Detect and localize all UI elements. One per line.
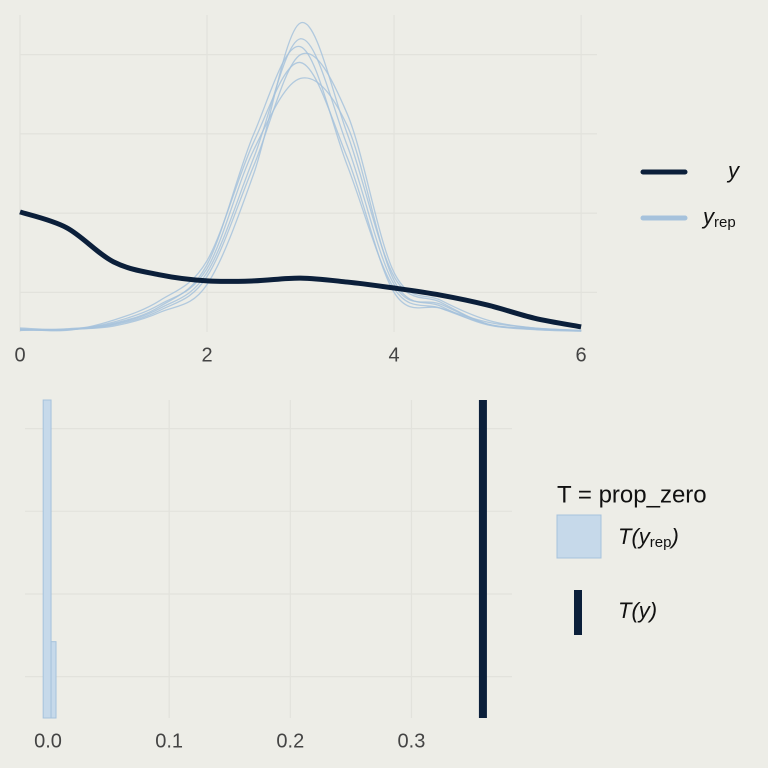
legend-label-main: T(y: [618, 524, 652, 549]
legend-label-sub: rep: [650, 534, 672, 551]
density-line: [19, 46, 582, 332]
x-tick-label: 4: [389, 344, 400, 366]
density-line: [19, 38, 582, 332]
x-tick-label: 0.2: [276, 730, 304, 752]
legend-label-main: y: [726, 158, 741, 183]
legend-label-sub: rep: [714, 214, 736, 231]
density-line: [19, 209, 582, 330]
x-tick-label: 0.0: [34, 730, 62, 752]
legend-swatch: [574, 590, 582, 635]
legend-label: y: [726, 158, 741, 183]
legend-label-close: ): [668, 524, 678, 549]
legend-label-main: T(y): [618, 598, 657, 623]
x-tick-label: 0.1: [155, 730, 183, 752]
density-line: [19, 61, 582, 332]
density-line: [19, 77, 582, 332]
legend-label: yrep: [701, 204, 736, 231]
density-line: [19, 22, 582, 332]
density-line: [19, 52, 582, 332]
legend-swatch: [556, 514, 602, 559]
histogram-bar: [50, 641, 57, 719]
legend-label-main: y: [701, 204, 716, 229]
legend-label: T(yrep): [618, 524, 679, 551]
x-tick-label: 6: [576, 344, 587, 366]
legend-label: T(y): [618, 598, 657, 623]
legend-title: T = prop_zero: [557, 481, 707, 508]
x-tick-label: 0.3: [398, 730, 426, 752]
x-tick-label: 2: [201, 344, 212, 366]
histogram-bar: [42, 399, 52, 719]
x-tick-label: 0: [14, 344, 25, 366]
